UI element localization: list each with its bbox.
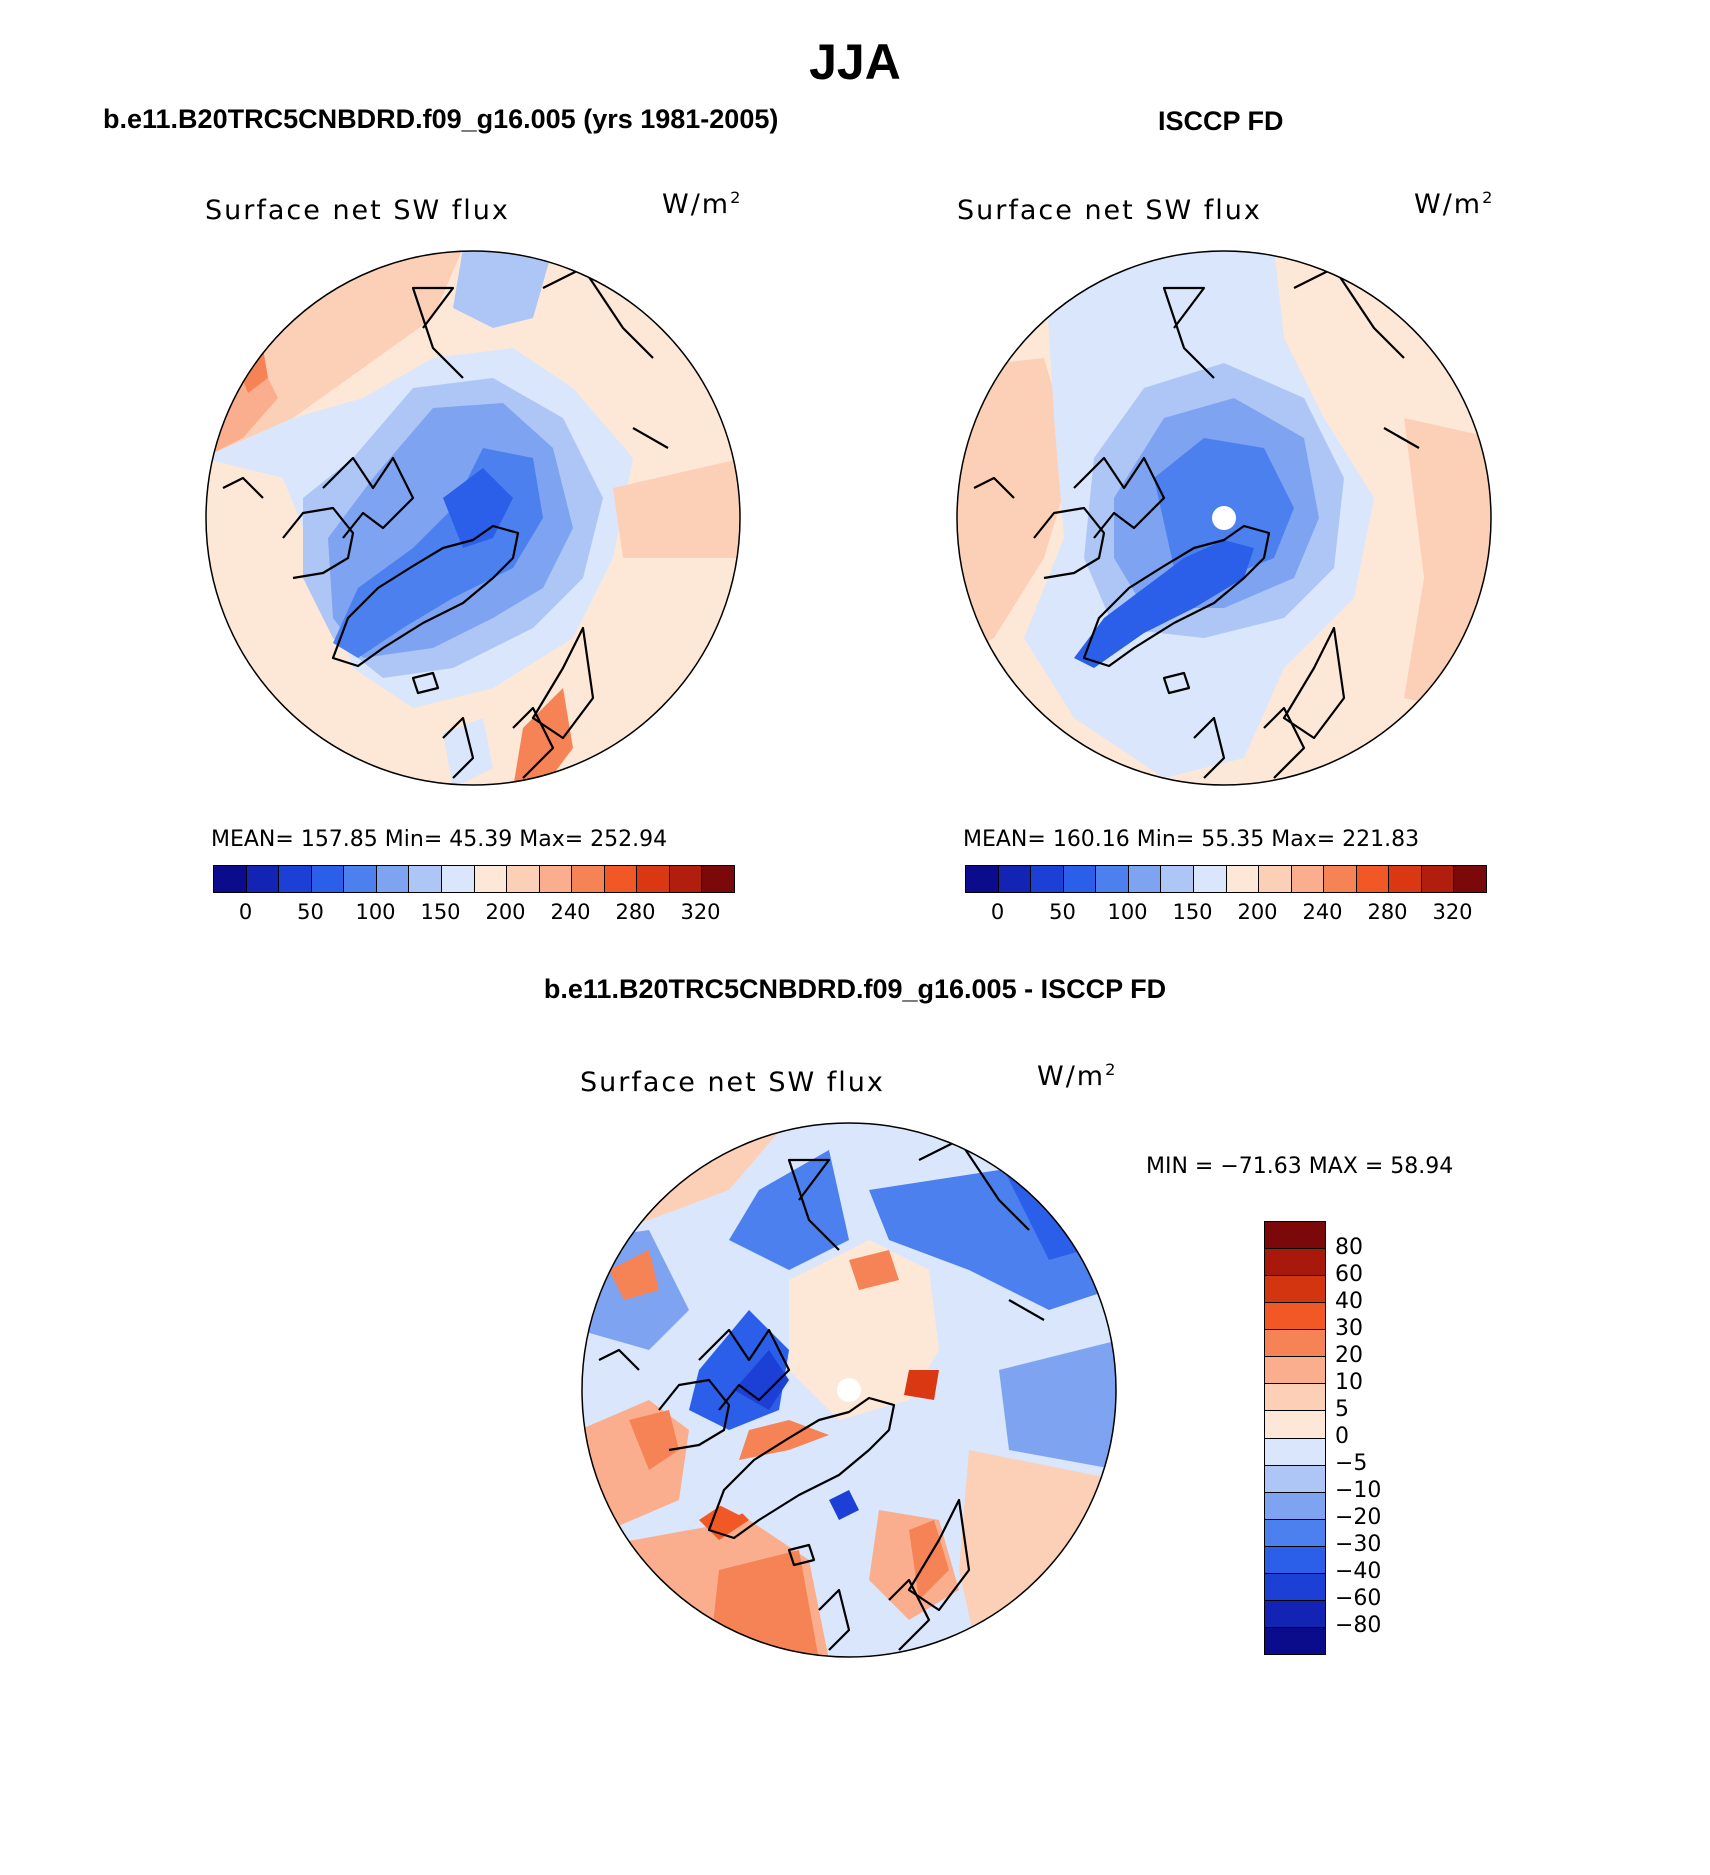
colorbar-box xyxy=(1161,866,1194,892)
colorbar-box xyxy=(1265,1411,1325,1439)
model-colorbar xyxy=(213,865,735,893)
colorbar-box xyxy=(1265,1276,1325,1304)
colorbar-box xyxy=(702,866,734,892)
colorbar-box xyxy=(507,866,540,892)
colorbar-box xyxy=(1356,866,1390,892)
colorbar-box xyxy=(1265,1519,1325,1547)
colorbar-box xyxy=(539,866,573,892)
colorbar-tick-label: 150 xyxy=(420,900,461,924)
diff-polar-map xyxy=(581,1122,1117,1658)
colorbar-tick-label: −10 xyxy=(1335,1478,1382,1503)
colorbar-tick-label: 240 xyxy=(1302,900,1343,924)
colorbar-box xyxy=(1265,1330,1325,1358)
colorbar-box xyxy=(1265,1573,1325,1601)
colorbar-box xyxy=(1265,1303,1325,1331)
colorbar-tick-label: 0 xyxy=(990,900,1005,924)
colorbar-box xyxy=(344,866,377,892)
colorbar-box xyxy=(1193,866,1227,892)
colorbar-tick-label: 50 xyxy=(1049,900,1076,924)
obs-variable-label: Surface net SW flux xyxy=(957,195,1262,226)
obs-stats: MEAN= 160.16 Min= 55.35 Max= 221.83 xyxy=(963,827,1420,852)
colorbar-box xyxy=(441,866,475,892)
colorbar-box xyxy=(214,866,247,892)
colorbar-box xyxy=(1031,866,1064,892)
colorbar-tick-label: 200 xyxy=(485,900,526,924)
colorbar-tick-label: 280 xyxy=(1367,900,1408,924)
colorbar-tick-label: −5 xyxy=(1335,1451,1368,1476)
colorbar-tick-label: 30 xyxy=(1335,1316,1363,1341)
colorbar-box xyxy=(1265,1627,1325,1654)
colorbar-box xyxy=(1265,1465,1325,1493)
colorbar-tick-label: 10 xyxy=(1335,1370,1363,1395)
colorbar-tick-label: 0 xyxy=(238,900,253,924)
colorbar-box xyxy=(279,866,312,892)
colorbar-tick-label: −20 xyxy=(1335,1505,1382,1530)
colorbar-tick-label: 150 xyxy=(1172,900,1213,924)
colorbar-tick-label: 60 xyxy=(1335,1262,1363,1287)
colorbar-tick-label: −60 xyxy=(1335,1586,1382,1611)
obs-units-label: W/m2 xyxy=(1414,188,1495,220)
colorbar-tick-label: 100 xyxy=(355,900,396,924)
colorbar-box xyxy=(604,866,638,892)
colorbar-box xyxy=(669,866,703,892)
colorbar-tick-label: 5 xyxy=(1335,1397,1349,1422)
model-stats: MEAN= 157.85 Min= 45.39 Max= 252.94 xyxy=(211,827,668,852)
diff-stats: MIN = −71.63 MAX = 58.94 xyxy=(1146,1154,1454,1179)
colorbar-box xyxy=(1265,1384,1325,1412)
colorbar-tick-label: 80 xyxy=(1335,1235,1363,1260)
diff-variable-label: Surface net SW flux xyxy=(580,1067,885,1098)
colorbar-box xyxy=(1265,1357,1325,1385)
diff-units-label: W/m2 xyxy=(1037,1060,1118,1092)
colorbar-box xyxy=(376,866,410,892)
colorbar-box xyxy=(1454,866,1486,892)
model-polar-map xyxy=(205,250,741,786)
colorbar-box xyxy=(1265,1438,1325,1466)
diff-colorbar xyxy=(1264,1221,1326,1655)
colorbar-tick-label: 100 xyxy=(1107,900,1148,924)
colorbar-box xyxy=(1265,1492,1325,1520)
colorbar-tick-label: 320 xyxy=(680,900,721,924)
model-panel-title: b.e11.B20TRC5CNBDRD.f09_g16.005 (yrs 198… xyxy=(103,104,779,134)
colorbar-box xyxy=(474,866,508,892)
colorbar-box xyxy=(572,866,605,892)
figure-title: JJA xyxy=(809,34,901,90)
colorbar-tick-label: 20 xyxy=(1335,1343,1363,1368)
colorbar-box xyxy=(637,866,670,892)
obs-polar-map xyxy=(956,250,1492,786)
obs-colorbar xyxy=(965,865,1487,893)
colorbar-box xyxy=(1291,866,1325,892)
colorbar-box xyxy=(1389,866,1422,892)
colorbar-box xyxy=(1265,1222,1325,1250)
colorbar-tick-label: 200 xyxy=(1237,900,1278,924)
colorbar-tick-label: 320 xyxy=(1432,900,1473,924)
colorbar-box xyxy=(1265,1546,1325,1574)
colorbar-tick-label: −40 xyxy=(1335,1559,1382,1584)
colorbar-box xyxy=(1063,866,1097,892)
obs-panel-title: ISCCP FD xyxy=(1158,106,1284,136)
colorbar-tick-label: −80 xyxy=(1335,1613,1382,1638)
model-variable-label: Surface net SW flux xyxy=(205,195,510,226)
colorbar-box xyxy=(1421,866,1455,892)
colorbar-box xyxy=(998,866,1032,892)
colorbar-box xyxy=(966,866,999,892)
colorbar-box xyxy=(1128,866,1162,892)
colorbar-box xyxy=(1265,1249,1325,1277)
colorbar-tick-label: 0 xyxy=(1335,1424,1349,1449)
colorbar-box xyxy=(1096,866,1129,892)
colorbar-tick-label: −30 xyxy=(1335,1532,1382,1557)
colorbar-box xyxy=(311,866,345,892)
colorbar-box xyxy=(1259,866,1292,892)
diff-panel-title: b.e11.B20TRC5CNBDRD.f09_g16.005 - ISCCP … xyxy=(543,974,1167,1004)
colorbar-tick-label: 50 xyxy=(297,900,324,924)
model-units-label: W/m2 xyxy=(662,188,743,220)
colorbar-box xyxy=(409,866,442,892)
colorbar-box xyxy=(246,866,280,892)
colorbar-box xyxy=(1265,1600,1325,1628)
colorbar-tick-label: 40 xyxy=(1335,1289,1363,1314)
colorbar-box xyxy=(1324,866,1357,892)
colorbar-tick-label: 280 xyxy=(615,900,656,924)
colorbar-box xyxy=(1226,866,1260,892)
colorbar-tick-label: 240 xyxy=(550,900,591,924)
